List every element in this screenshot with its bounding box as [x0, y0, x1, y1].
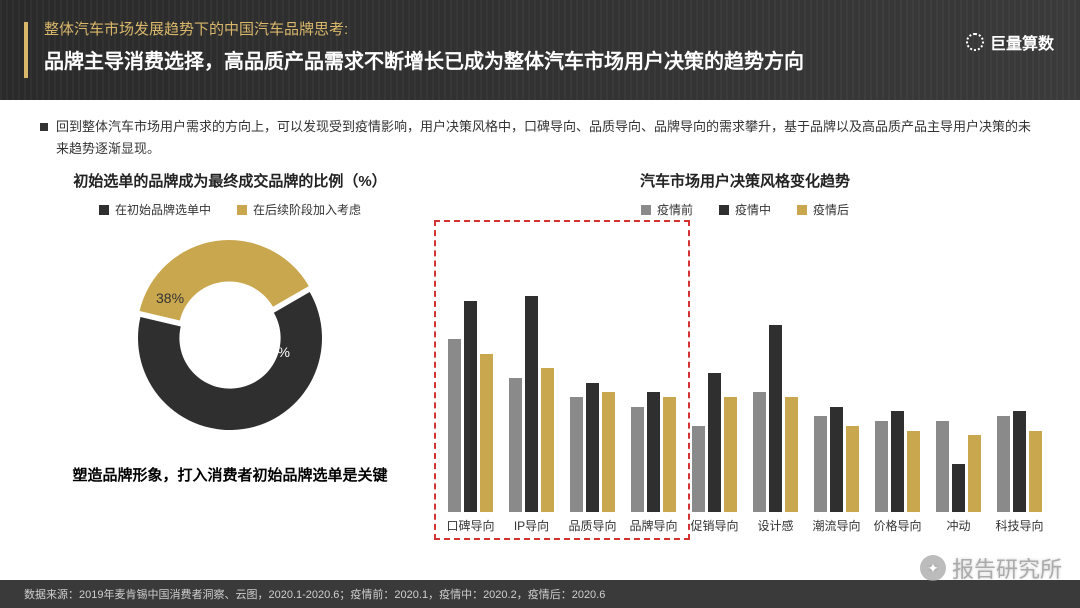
bar [936, 421, 949, 512]
bar-legend-item: 疫情后 [797, 201, 849, 218]
donut-svg [100, 226, 360, 446]
bar [647, 392, 660, 512]
bar [891, 411, 904, 512]
donut-slice-label-major: 62% [262, 344, 290, 360]
legend-swatch [99, 205, 109, 215]
legend-swatch [719, 205, 729, 215]
bar-chart-area: 口碑导向IP导向品质导向品牌导向促销导向设计感潮流导向价格导向冲动科技导向 [440, 226, 1050, 540]
donut-chart: 38% 62% [100, 226, 360, 446]
bar-group-label: 促销导向 [684, 517, 745, 534]
footer-source-text: 数据来源：2019年麦肯锡中国消费者洞察、云图，2020.1-2020.6；疫情… [24, 589, 605, 601]
bar [875, 421, 888, 512]
donut-chart-panel: 初始选单的品牌成为最终成交品牌的比例（%） 在初始品牌选单中 在后续阶段加入考虑… [30, 170, 430, 540]
bar-group: 口碑导向 [440, 301, 501, 512]
bar-chart-title: 汽车市场用户决策风格变化趋势 [440, 170, 1050, 191]
bar [846, 426, 859, 512]
bar-legend-item: 疫情中 [719, 201, 771, 218]
bar-group: 品牌导向 [623, 392, 684, 512]
header-accent-bar [24, 22, 28, 78]
bar [952, 464, 965, 512]
bullet-icon [40, 123, 48, 131]
bar [586, 383, 599, 513]
wechat-icon: ✦ [920, 555, 946, 581]
footer-source: 数据来源：2019年麦肯锡中国消费者洞察、云图，2020.1-2020.6；疫情… [0, 580, 1080, 608]
bar-legend-item: 疫情前 [641, 201, 693, 218]
brand-logo: 巨量算数 [966, 30, 1054, 54]
bar [602, 392, 615, 512]
bar [570, 397, 583, 512]
bar [907, 431, 920, 513]
legend-swatch [237, 205, 247, 215]
bar-group-label: 品牌导向 [623, 517, 684, 534]
bar-group: 品质导向 [562, 383, 623, 513]
legend-label: 在后续阶段加入考虑 [253, 201, 361, 218]
donut-legend: 在初始品牌选单中 在后续阶段加入考虑 [99, 201, 361, 218]
donut-caption: 塑造品牌形象，打入消费者初始品牌选单是关键 [72, 464, 387, 485]
bar [509, 378, 522, 512]
bar [525, 296, 538, 512]
bar [464, 301, 477, 512]
bar-group-label: 价格导向 [867, 517, 928, 534]
legend-label: 疫情中 [735, 201, 771, 218]
bar [708, 373, 721, 512]
watermark-text: 报告研究所 [952, 552, 1062, 584]
bar-group-label: 口碑导向 [440, 517, 501, 534]
bar [830, 407, 843, 513]
donut-slice-label-minor: 38% [156, 290, 184, 306]
header-subtitle: 整体汽车市场发展趋势下的中国汽车品牌思考: [44, 18, 1050, 39]
brand-logo-text: 巨量算数 [990, 30, 1054, 54]
legend-swatch [797, 205, 807, 215]
header-title: 品牌主导消费选择，高品质产品需求不断增长已成为整体汽车市场用户决策的趋势方向 [44, 45, 1050, 74]
bar [968, 435, 981, 512]
legend-label: 在初始品牌选单中 [115, 201, 211, 218]
bar-group: 冲动 [928, 421, 989, 512]
bar [997, 416, 1010, 512]
slide-header: 整体汽车市场发展趋势下的中国汽车品牌思考: 品牌主导消费选择，高品质产品需求不断… [0, 0, 1080, 100]
legend-label: 疫情后 [813, 201, 849, 218]
bar-group: 潮流导向 [806, 407, 867, 513]
legend-label: 疫情前 [657, 201, 693, 218]
bar [769, 325, 782, 512]
bar-group: 设计感 [745, 325, 806, 512]
bar-group: 科技导向 [989, 411, 1050, 512]
bar-group-label: 科技导向 [989, 517, 1050, 534]
brand-logo-icon [966, 33, 984, 51]
charts-row: 初始选单的品牌成为最终成交品牌的比例（%） 在初始品牌选单中 在后续阶段加入考虑… [0, 170, 1080, 540]
legend-swatch [641, 205, 651, 215]
bar-group: IP导向 [501, 296, 562, 512]
bar-group-label: 设计感 [745, 517, 806, 534]
bar-group-label: 潮流导向 [806, 517, 867, 534]
bar [448, 339, 461, 512]
intro-paragraph: 回到整体汽车市场用户需求的方向上，可以发现受到疫情影响，用户决策风格中，口碑导向… [0, 100, 1080, 170]
watermark: ✦ 报告研究所 [920, 552, 1062, 584]
bar [631, 407, 644, 513]
bar-group: 价格导向 [867, 411, 928, 512]
bar [480, 354, 493, 512]
bar [785, 397, 798, 512]
bar-group: 促销导向 [684, 373, 745, 512]
bar [1013, 411, 1026, 512]
bar-legend: 疫情前 疫情中 疫情后 [440, 201, 1050, 218]
donut-chart-title: 初始选单的品牌成为最终成交品牌的比例（%） [73, 170, 386, 191]
bar [1029, 431, 1042, 513]
bar [663, 397, 676, 512]
bar-chart-panel: 汽车市场用户决策风格变化趋势 疫情前 疫情中 疫情后 口碑导向IP导向品质导向品… [440, 170, 1050, 540]
bar [753, 392, 766, 512]
bar-group-label: 冲动 [928, 517, 989, 534]
bar [541, 368, 554, 512]
bar-group-label: IP导向 [501, 517, 562, 534]
intro-paragraph-text: 回到整体汽车市场用户需求的方向上，可以发现受到疫情影响，用户决策风格中，口碑导向… [56, 116, 1040, 160]
bar [814, 416, 827, 512]
bar-group-label: 品质导向 [562, 517, 623, 534]
bar [692, 426, 705, 512]
donut-legend-item: 在后续阶段加入考虑 [237, 201, 361, 218]
bar [724, 397, 737, 512]
donut-legend-item: 在初始品牌选单中 [99, 201, 211, 218]
